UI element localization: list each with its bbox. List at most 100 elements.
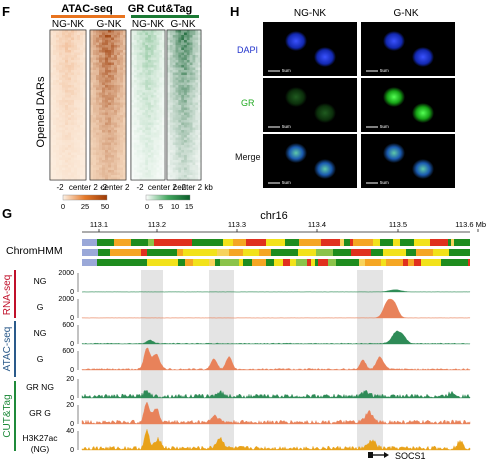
heatmaps	[49, 29, 202, 181]
scale-bar-label: 5um	[380, 180, 389, 185]
micrograph-dapi-g: 5um	[361, 22, 455, 76]
track-tick-min: 0	[70, 289, 74, 296]
chromhmm-block	[97, 259, 112, 266]
chromhmm-block	[112, 259, 127, 266]
chromhmm-block	[433, 249, 449, 256]
track-label: GR NG	[26, 382, 54, 392]
track-5: GR G 20 0	[29, 401, 471, 428]
chromhmm-block	[344, 239, 350, 246]
track-tick-min: 0	[70, 367, 74, 374]
chromhmm-block	[449, 249, 467, 256]
track-tick-max: 600	[62, 348, 74, 355]
chromhmm-block	[336, 259, 345, 266]
chromhmm-block	[239, 259, 243, 266]
chromhmm-block	[115, 249, 122, 256]
chromhmm-block	[283, 259, 290, 266]
heatmap-gr-g	[166, 29, 202, 181]
chromhmm-block	[464, 259, 468, 266]
atac-scale-25: 25	[81, 202, 89, 211]
track-tick-min: 0	[70, 395, 74, 402]
chromhmm-block	[183, 249, 201, 256]
micrograph-gr-ng: 5um	[263, 78, 357, 132]
chromhmm-block	[266, 239, 278, 246]
chromhmm-block	[414, 239, 430, 246]
track-label-sub: (NG)	[31, 444, 50, 454]
socs1-arrow-icon	[384, 452, 389, 458]
gr-scale-15: 15	[185, 202, 193, 211]
chromhmm-block	[468, 259, 470, 266]
chromhmm-block	[430, 239, 433, 246]
axis-tick-label: 113.2	[148, 220, 166, 229]
socs1-label: SOCS1	[395, 451, 426, 461]
chromhmm-block	[252, 259, 266, 266]
track-2: NG 600 0	[34, 322, 471, 348]
chromhmm-block	[441, 259, 444, 266]
chromhmm-block	[406, 249, 416, 256]
axis-tick-label: 113.6 Mb	[455, 220, 486, 229]
track-signal	[81, 298, 471, 319]
gr-scale-5: 5	[159, 202, 163, 211]
chromhmm-block	[383, 249, 401, 256]
chromhmm-block	[365, 259, 381, 266]
chromhmm-block	[386, 259, 389, 266]
scale-bar-label: 5um	[282, 68, 291, 73]
chromhmm-block	[296, 259, 307, 266]
chromhmm-block	[364, 239, 373, 246]
chromhmm-block	[408, 259, 414, 266]
atac-scale-50: 50	[101, 202, 109, 211]
x-tick-left-2: center 2 -2	[69, 183, 108, 192]
atac-scale-0: 0	[61, 202, 65, 211]
gr-colorbar	[145, 194, 191, 201]
track-signal	[81, 389, 471, 399]
chromhmm-block	[192, 239, 212, 246]
chromhmm-block	[148, 239, 154, 246]
micrograph-grid: 5um 5um 5um 5um 5um 5um	[263, 22, 455, 188]
track-tick-max: 2000	[58, 270, 74, 277]
micrograph-merge-ng: 5um	[263, 134, 357, 188]
col-label-atac-ng: NG-NK	[52, 19, 85, 30]
x-tick-right-1: -2	[136, 183, 144, 192]
chromhmm-block	[212, 239, 223, 246]
rna-seq-bar	[14, 270, 16, 318]
chromhmm-block	[131, 239, 148, 246]
chromhmm-block	[433, 239, 448, 246]
chromhmm-block	[448, 239, 451, 246]
chrom-label: chr16	[260, 210, 288, 222]
chromhmm-track	[82, 239, 470, 266]
chromhmm-block	[313, 239, 321, 246]
chromhmm-block	[451, 239, 454, 246]
y-axis-label: Opened DARs	[35, 76, 47, 147]
chromhmm-block	[147, 249, 164, 256]
track-tick-min: 0	[70, 447, 74, 454]
chromhmm-block	[82, 259, 88, 266]
atac-seq-bar	[14, 321, 16, 377]
h-row-label-gr: GR	[241, 98, 255, 108]
chromhmm-block	[271, 249, 283, 256]
h-row-label-merge: Merge	[235, 152, 261, 162]
chromhmm-block	[414, 259, 421, 266]
chromhmm-block	[266, 259, 274, 266]
chromhmm-block	[154, 239, 172, 246]
x-tick-left-3: center 2	[101, 183, 130, 192]
chromhmm-block	[351, 249, 371, 256]
track-tick-max: 600	[62, 322, 74, 329]
panel-g: G chr16 113.1 113.2 113.3 113.4 113.5 113.6 M…	[2, 206, 486, 461]
chromhmm-block	[193, 259, 209, 266]
track-label: GR G	[29, 408, 51, 418]
atac-seq-label: ATAC-seq	[2, 327, 13, 372]
chromhmm-block	[307, 259, 311, 266]
chromhmm-block	[467, 249, 470, 256]
rna-seq-label: RNA-seq	[2, 275, 13, 316]
chromhmm-block	[298, 249, 316, 256]
x-tick-left-1: -2	[56, 183, 64, 192]
chromhmm-block	[286, 249, 298, 256]
chromhmm-block	[229, 249, 243, 256]
cuttag-label: CUT&Tag	[2, 394, 13, 437]
scale-bar-label: 5um	[380, 68, 389, 73]
chromhmm-block	[141, 249, 147, 256]
chromhmm-block	[147, 259, 161, 266]
heatmap-atac-g	[89, 29, 127, 181]
chromhmm-block	[371, 249, 383, 256]
chromhmm-block	[389, 259, 403, 266]
